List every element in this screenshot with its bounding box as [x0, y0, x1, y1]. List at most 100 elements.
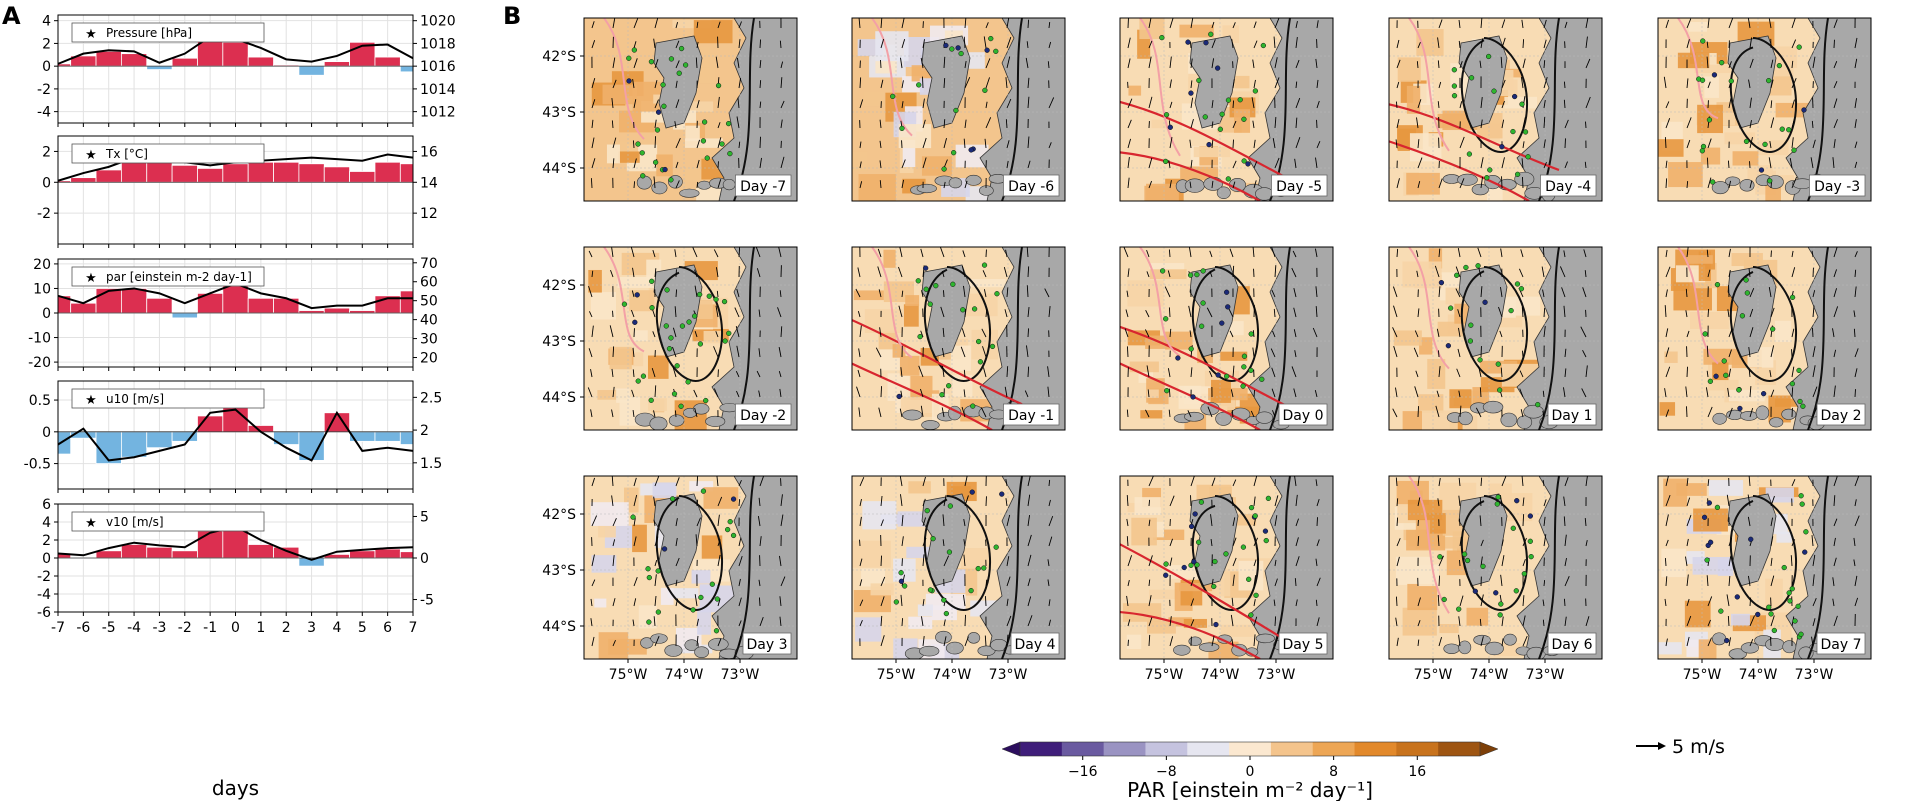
colorbar-tick-label: 16: [1408, 764, 1426, 780]
wind-vector: [1706, 41, 1709, 49]
station-dot: [1699, 77, 1706, 83]
wind-vector: [1543, 139, 1546, 149]
station-dot: [955, 45, 961, 51]
station-dot: [1527, 513, 1534, 519]
station-dot: [1495, 494, 1501, 500]
wind-vector: [1480, 477, 1483, 487]
station-dot: [1206, 141, 1212, 148]
wind-vector: [1437, 594, 1440, 607]
station-dot: [1713, 373, 1719, 379]
wind-vector: [1583, 249, 1587, 258]
wind-vector: [1458, 19, 1461, 29]
day-label: Day 4: [1014, 637, 1055, 653]
station-dot: [1706, 117, 1713, 123]
wind-vector: [1438, 366, 1441, 378]
wind-vector: [879, 160, 882, 169]
station-dot: [975, 338, 982, 345]
wind-vector: [1564, 119, 1569, 129]
ytick-right-label: -5: [420, 593, 434, 609]
station-dot: [724, 526, 731, 533]
wind-vector: [1127, 119, 1132, 129]
anomaly-cell: [908, 481, 931, 494]
wind-vector: [736, 57, 740, 69]
wind-vector: [1457, 247, 1461, 258]
station-dot: [898, 570, 904, 576]
station-dot: [1724, 637, 1730, 644]
wind-vector: [1169, 538, 1173, 547]
wind-vector: [1048, 41, 1052, 49]
station-dot: [1480, 563, 1486, 570]
wind-vector: [1542, 619, 1545, 627]
wind-vector: [880, 79, 884, 89]
wind-vector: [736, 390, 740, 398]
anomaly-cell: [1234, 75, 1250, 89]
bar: [298, 65, 325, 76]
wind-vector: [1480, 157, 1484, 169]
wind-vector: [780, 100, 785, 109]
wind-vector: [1027, 366, 1030, 378]
wind-vector: [985, 77, 990, 89]
wind-vector: [717, 179, 722, 189]
station-dot: [896, 393, 902, 400]
wind-vector: [1706, 370, 1709, 378]
wind-vector: [901, 159, 906, 169]
wind-vector: [1232, 22, 1236, 29]
station-dot: [1521, 571, 1527, 577]
mainland: [979, 247, 1065, 430]
bar: [374, 548, 401, 559]
wind-vector: [1210, 539, 1213, 547]
lon-label: 73°W: [989, 667, 1028, 683]
wind-vector: [1685, 288, 1688, 298]
wind-vector: [591, 137, 595, 149]
islet: [1740, 642, 1760, 654]
anomaly-cell: [1693, 508, 1728, 532]
wind-vector: [1665, 101, 1670, 109]
wind-vector: [1395, 596, 1398, 607]
legend-box: [71, 511, 265, 532]
legend-label: par [einstein m-2 day-1]: [106, 270, 252, 284]
wind-vector: [1833, 80, 1838, 89]
wind-vector: [1274, 77, 1280, 89]
station-dot: [682, 62, 689, 68]
wind-vector: [1748, 476, 1751, 487]
xtick-label: 1: [256, 620, 265, 636]
wind-vector: [1164, 286, 1171, 298]
wind-vector: [1293, 288, 1297, 298]
wind-vector: [1048, 536, 1053, 547]
wind-vector: [985, 58, 991, 69]
wind-vector: [943, 636, 947, 647]
ytick-label: 0: [42, 306, 51, 322]
colorbar-segment: [1270, 742, 1314, 756]
islet: [668, 414, 685, 427]
wind-vector: [1190, 159, 1193, 169]
islet: [1728, 648, 1747, 659]
islet: [1523, 404, 1544, 419]
anomaly-cell: [1708, 480, 1744, 496]
wind-vector: [1833, 495, 1836, 507]
wind-vector: [694, 285, 698, 298]
wind-vector: [1791, 387, 1794, 398]
wind-vector: [1519, 268, 1524, 278]
map-frame: [583, 246, 798, 431]
wind-vector: [696, 100, 700, 109]
wind-vector: [1123, 247, 1129, 258]
xtick-label: -3: [152, 620, 166, 636]
lon-label: 75°W: [609, 667, 648, 683]
bar: [222, 285, 249, 314]
wind-vector: [1749, 288, 1755, 298]
anomaly-cell: [853, 590, 891, 613]
wind-vector: [922, 554, 925, 567]
wind-vector: [1027, 266, 1030, 278]
station-dot: [1736, 387, 1742, 393]
anomaly-cell: [1437, 113, 1474, 129]
wind-vector: [1833, 476, 1838, 487]
map-frame: [1657, 246, 1872, 431]
contour-line: [923, 266, 991, 382]
ytick-label: 2: [42, 144, 51, 160]
wind-vector: [1148, 555, 1153, 567]
wind-vector: [1833, 269, 1837, 278]
wind-vector: [1251, 97, 1255, 109]
wind-vector: [630, 247, 635, 258]
wind-vector: [736, 288, 740, 298]
wind-vector: [675, 579, 678, 587]
